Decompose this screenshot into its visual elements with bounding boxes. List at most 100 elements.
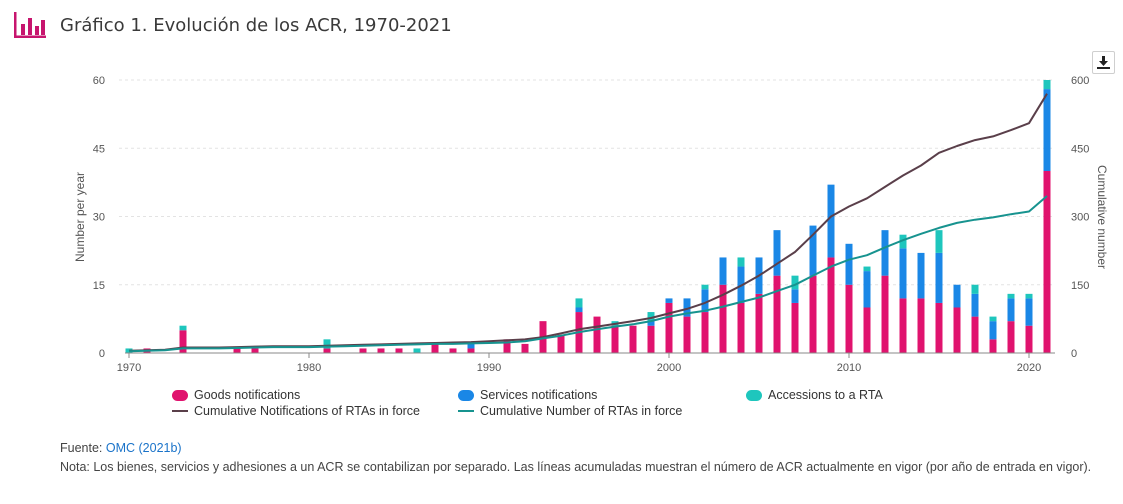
bar-goods[interactable] (593, 316, 601, 353)
bar-goods[interactable] (395, 348, 403, 353)
bar-goods[interactable] (827, 257, 835, 353)
footer: Fuente: OMC (2021b) Nota: Los bienes, se… (60, 439, 1116, 477)
bar-services[interactable] (971, 293, 979, 317)
source-line: Fuente: OMC (2021b) (60, 439, 1116, 458)
bar-goods[interactable] (629, 325, 637, 353)
bar-services[interactable] (467, 343, 475, 349)
bar-services[interactable] (719, 257, 727, 285)
bar-goods[interactable] (935, 302, 943, 353)
y-tick-label: 15 (93, 280, 105, 292)
bar-goods[interactable] (179, 330, 187, 353)
bar-services[interactable] (791, 289, 799, 303)
bar-goods[interactable] (1043, 171, 1051, 353)
bar-accessions[interactable] (413, 348, 421, 353)
legend-swatch-cum-rtas (458, 410, 474, 412)
bar-goods[interactable] (359, 348, 367, 353)
bar-goods[interactable] (233, 348, 241, 353)
x-tick-label: 1990 (477, 362, 501, 374)
bar-services[interactable] (827, 184, 835, 258)
bar-goods[interactable] (863, 307, 871, 354)
bar-services[interactable] (575, 307, 583, 313)
bar-goods[interactable] (773, 275, 781, 353)
bar-services[interactable] (701, 289, 709, 313)
bar-goods[interactable] (809, 275, 817, 353)
bar-goods[interactable] (467, 348, 475, 353)
bar-goods[interactable] (845, 284, 853, 353)
bar-services[interactable] (989, 321, 997, 340)
bar-services[interactable] (665, 298, 673, 303)
bar-goods[interactable] (989, 339, 997, 353)
line-cum-rtas[interactable] (128, 195, 1048, 353)
source-link[interactable]: OMC (2021b) (105, 441, 182, 455)
bar-accessions[interactable] (1025, 293, 1033, 299)
bar-goods[interactable] (953, 307, 961, 354)
legend-item-cum-notifications[interactable]: Cumulative Notifications of RTAs in forc… (172, 404, 420, 418)
download-button[interactable] (1092, 51, 1115, 74)
bar-accessions[interactable] (935, 230, 943, 253)
x-tick-label: 2020 (1017, 362, 1041, 374)
legend-item-goods[interactable]: Goods notifications (172, 388, 300, 402)
bar-goods[interactable] (377, 348, 385, 353)
bar-services[interactable] (1043, 89, 1051, 171)
bar-goods[interactable] (521, 343, 529, 353)
y-tick-label: 30 (93, 212, 105, 224)
bar-goods[interactable] (647, 325, 655, 353)
legend-item-cum-rtas[interactable]: Cumulative Number of RTAs in force (458, 404, 682, 418)
bar-accessions[interactable] (899, 234, 907, 249)
bar-services[interactable] (683, 298, 691, 317)
bar-services[interactable] (917, 252, 925, 299)
bar-accessions[interactable] (989, 316, 997, 322)
bar-goods[interactable] (683, 316, 691, 353)
bar-services[interactable] (899, 248, 907, 299)
bar-services[interactable] (845, 243, 853, 285)
y2-tick-label: 150 (1071, 280, 1089, 292)
bar-services[interactable] (863, 271, 871, 308)
y-axis-label: Number per year (73, 172, 87, 262)
bar-services[interactable] (647, 321, 655, 326)
bar-goods[interactable] (1025, 325, 1033, 353)
bar-goods[interactable] (323, 348, 331, 353)
bar-goods[interactable] (1007, 321, 1015, 353)
bar-goods[interactable] (251, 348, 259, 353)
bar-chart-icon (14, 12, 46, 38)
bar-goods[interactable] (971, 316, 979, 353)
bar-accessions[interactable] (971, 284, 979, 294)
legend-item-accessions[interactable]: Accessions to a RTA (746, 388, 883, 402)
bar-accessions[interactable] (863, 266, 871, 272)
bar-accessions[interactable] (647, 312, 655, 322)
bar-goods[interactable] (611, 325, 619, 353)
bar-accessions[interactable] (701, 284, 709, 290)
bar-services[interactable] (1007, 298, 1015, 322)
bar-accessions[interactable] (575, 298, 583, 308)
bar-goods[interactable] (665, 302, 673, 353)
bar-goods[interactable] (719, 284, 727, 353)
bar-goods[interactable] (503, 339, 511, 353)
bar-accessions[interactable] (179, 325, 187, 331)
bar-services[interactable] (935, 252, 943, 303)
bar-goods[interactable] (431, 343, 439, 353)
y2-axis-label: Cumulative number (1095, 165, 1109, 269)
line-cum-notifications[interactable] (128, 93, 1048, 352)
x-tick-label: 2000 (657, 362, 681, 374)
legend-item-services[interactable]: Services notifications (458, 388, 597, 402)
bar-accessions[interactable] (791, 275, 799, 290)
bar-goods[interactable] (899, 298, 907, 353)
bar-goods[interactable] (557, 334, 565, 353)
bar-goods[interactable] (737, 302, 745, 353)
bar-goods[interactable] (449, 348, 457, 353)
y-tick-label: 60 (93, 75, 105, 87)
bar-accessions[interactable] (1043, 80, 1051, 90)
bar-goods[interactable] (755, 293, 763, 353)
bar-services[interactable] (809, 225, 817, 276)
bar-goods[interactable] (791, 302, 799, 353)
bar-goods[interactable] (917, 298, 925, 353)
bar-accessions[interactable] (737, 257, 745, 267)
bar-services[interactable] (773, 230, 781, 276)
bar-services[interactable] (1025, 298, 1033, 326)
bar-goods[interactable] (701, 312, 709, 353)
bar-accessions[interactable] (323, 339, 331, 349)
bar-services[interactable] (881, 230, 889, 276)
bar-accessions[interactable] (1007, 293, 1015, 299)
bar-services[interactable] (953, 284, 961, 308)
bar-goods[interactable] (881, 275, 889, 353)
